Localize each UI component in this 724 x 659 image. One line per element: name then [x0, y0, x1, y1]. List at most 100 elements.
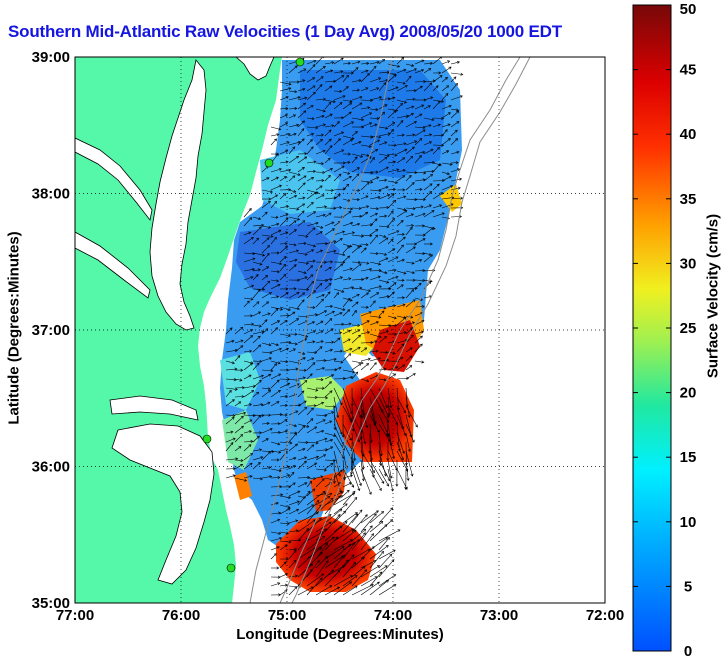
velocity-arrow — [324, 432, 336, 437]
velocity-arrowhead — [279, 412, 283, 417]
land-mass — [75, 57, 282, 603]
velocity-arrow — [252, 226, 262, 236]
velocity-arrow — [306, 64, 316, 74]
velocity-arrowhead — [366, 261, 370, 265]
velocity-arrow — [360, 358, 371, 362]
velocity-arrowhead — [347, 160, 351, 164]
velocity-arrow — [387, 459, 392, 479]
velocity-arrowhead — [277, 476, 281, 480]
velocity-arrowhead — [266, 421, 270, 426]
velocity-arrow — [414, 270, 425, 272]
velocity-arrow — [414, 59, 425, 65]
velocity-arrowhead — [277, 582, 281, 586]
velocity-arrow — [351, 131, 358, 137]
velocity-arrow — [342, 529, 357, 542]
velocity-arrowhead — [294, 342, 298, 346]
velocity-arrow — [378, 133, 391, 137]
velocity-arrow — [387, 129, 394, 137]
velocity-arrowhead — [305, 334, 309, 338]
velocity-arrowhead — [328, 282, 332, 286]
velocity-arrow — [252, 335, 261, 344]
velocity-arrow — [396, 149, 408, 155]
velocity-field — [220, 60, 462, 592]
velocity-arrow — [279, 419, 288, 425]
velocity-arrow — [432, 75, 443, 83]
velocity-arrow — [270, 126, 281, 130]
velocity-arrow — [225, 399, 235, 407]
velocity-arrow — [234, 401, 241, 407]
velocity-arrowhead — [376, 60, 380, 64]
velocity-arrow — [414, 155, 422, 164]
velocity-arrow — [270, 134, 279, 137]
velocity-arrow — [306, 85, 316, 92]
velocity-arrowhead — [380, 521, 384, 524]
velocity-arrowhead — [383, 82, 387, 86]
velocity-arrow — [360, 347, 367, 353]
velocity-arrowhead — [441, 116, 445, 120]
velocity-arrow — [297, 569, 313, 587]
velocity-arrow — [306, 488, 316, 497]
velocity-arrow — [351, 371, 358, 380]
velocity-arrowhead — [453, 76, 457, 80]
velocity-arrowhead — [385, 545, 389, 548]
velocity-arrow — [333, 102, 343, 110]
velocity-arrowhead — [378, 285, 382, 289]
velocity-arrow — [333, 165, 345, 173]
velocity-arrow — [306, 531, 323, 542]
velocity-arrow — [414, 81, 426, 83]
velocity-arrow — [360, 565, 380, 578]
velocity-arrow — [270, 537, 282, 542]
velocity-arrow — [450, 178, 462, 182]
velocity-arrow — [387, 324, 397, 326]
velocity-arrow — [324, 291, 331, 299]
velocity-arrow — [279, 264, 286, 272]
velocity-arrowhead — [257, 289, 261, 292]
velocity-arrowhead — [357, 188, 361, 192]
velocity-arrowhead — [444, 129, 448, 133]
velocity-arrowhead — [341, 434, 345, 438]
velocity-arrowhead — [275, 343, 279, 347]
velocity-arrowhead — [395, 483, 399, 487]
velocity-arrow — [396, 157, 405, 164]
velocity-arrowhead — [429, 82, 433, 86]
velocity-arrowhead — [383, 378, 387, 382]
velocity-arrowhead — [274, 138, 277, 142]
velocity-arrowhead — [296, 508, 300, 512]
velocity-arrowhead — [411, 63, 415, 67]
velocity-arrow — [279, 114, 288, 119]
velocity-arrow — [315, 84, 323, 92]
velocity-arrowhead — [409, 347, 413, 351]
velocity-arrowhead — [311, 321, 316, 324]
velocity-arrowhead — [276, 279, 280, 283]
velocity-arrow — [333, 121, 340, 128]
velocity-arrow — [423, 162, 435, 164]
velocity-arrowhead — [375, 149, 379, 152]
velocity-arrow — [342, 353, 351, 362]
velocity-arrow — [315, 496, 331, 506]
chart-title: Southern Mid-Atlantic Raw Velocities (1 … — [8, 22, 562, 41]
velocity-arrowhead — [361, 556, 365, 560]
velocity-arrow — [306, 281, 314, 290]
velocity-arrow — [261, 357, 272, 362]
velocity-arrow — [243, 350, 252, 353]
velocity-arrowhead — [410, 213, 414, 217]
velocity-arrow — [396, 57, 404, 65]
velocity-arrow — [261, 451, 271, 461]
velocity-arrowhead — [375, 510, 379, 514]
velocity-arrow — [405, 459, 409, 481]
velocity-arrow — [270, 477, 280, 479]
velocity-arrowhead — [264, 319, 268, 323]
velocity-arrowhead — [401, 343, 405, 347]
velocity-arrowhead — [391, 193, 395, 197]
velocity-arrow — [234, 326, 243, 335]
velocity-arrowhead — [240, 433, 244, 437]
velocity-arrow — [234, 412, 246, 416]
velocity-arrowhead — [229, 327, 233, 331]
velocity-arrow — [315, 419, 326, 425]
velocity-arrow — [333, 468, 342, 493]
velocity-arrow — [279, 495, 291, 499]
velocity-arrowhead — [268, 389, 272, 393]
velocity-arrowhead — [405, 468, 409, 472]
velocity-arrow — [342, 348, 353, 353]
velocity-arrow — [288, 96, 301, 101]
